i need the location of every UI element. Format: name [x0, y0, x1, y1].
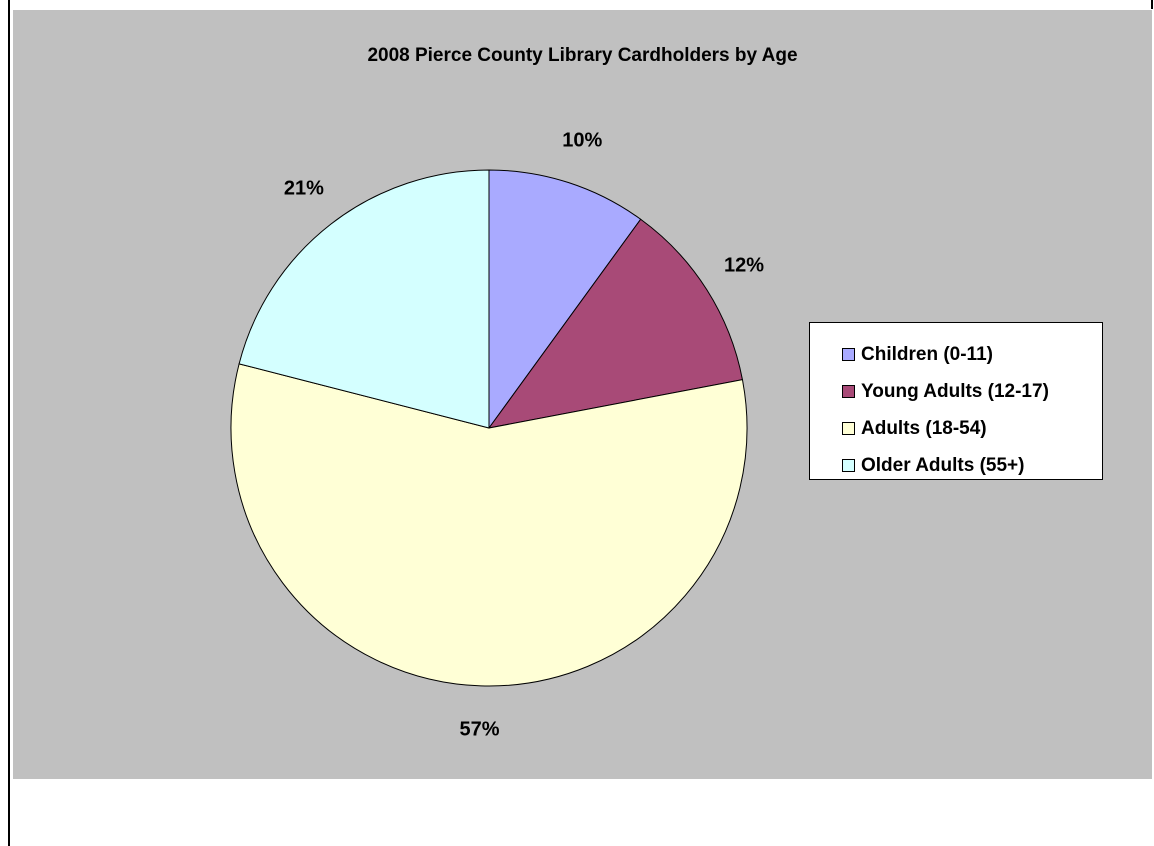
legend-swatch-older-adults [842, 459, 855, 472]
legend-item-older-adults: Older Adults (55+) [810, 447, 1102, 484]
legend-label-young-adults: Young Adults (12-17) [861, 380, 1049, 402]
page-border-right [1151, 0, 1153, 9]
legend-swatch-children [842, 348, 855, 361]
data-label-older-adults: 21% [283, 177, 324, 200]
chart-legend: Children (0-11) Young Adults (12-17) Adu… [809, 322, 1103, 480]
legend-swatch-young-adults [842, 385, 855, 398]
page-border-left [8, 0, 10, 846]
legend-item-young-adults: Young Adults (12-17) [810, 373, 1102, 410]
legend-item-adults: Adults (18-54) [810, 410, 1102, 447]
legend-item-children: Children (0-11) [810, 336, 1102, 373]
pie-chart [230, 169, 748, 687]
pie-slice-young-adults [487, 218, 744, 429]
legend-swatch-adults [842, 422, 855, 435]
legend-label-adults: Adults (18-54) [861, 417, 987, 439]
pie-slice-older-adults [238, 169, 490, 429]
pie-slice-children [488, 169, 642, 430]
legend-label-children: Children (0-11) [861, 343, 993, 365]
chart-title: 2008 Pierce County Library Cardholders b… [367, 45, 798, 66]
legend-label-older-adults: Older Adults (55+) [861, 454, 1025, 476]
pie-slice-adults [230, 363, 748, 687]
chart-area: 2008 Pierce County Library Cardholders b… [13, 10, 1152, 779]
data-label-adults: 57% [459, 718, 500, 741]
data-label-young-adults: 12% [723, 254, 764, 277]
data-label-children: 10% [562, 129, 603, 152]
